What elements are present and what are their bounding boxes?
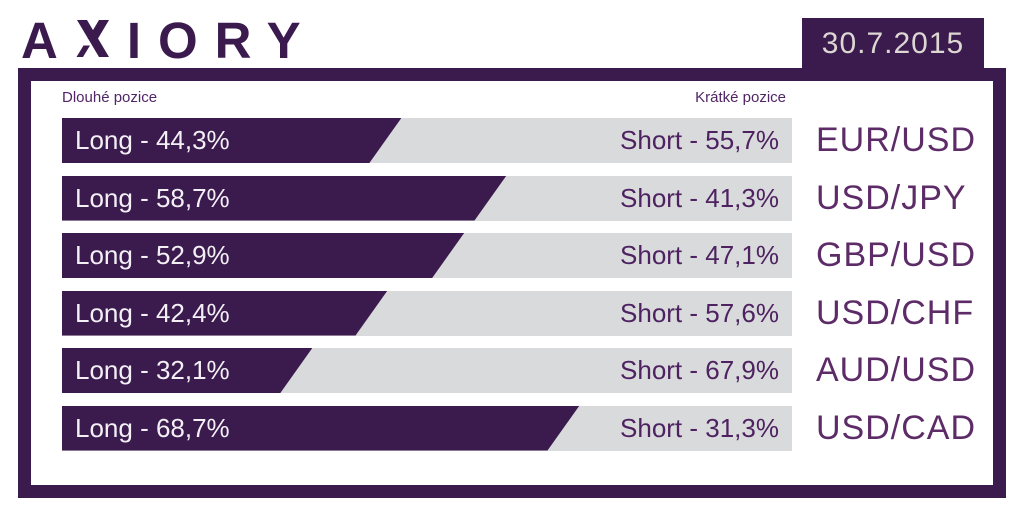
sentiment-bar: Long - 58,7% Short - 41,3% [62,175,792,221]
logo-letters-iory: IORY [126,12,318,69]
currency-row: Long - 68,7% Short - 31,3% USD/CAD [62,405,993,451]
currency-row: Long - 32,1% Short - 67,9% AUD/USD [62,348,993,393]
positions-panel: Dlouhé pozice Krátké pozice Long - 44,3%… [18,68,1006,498]
currency-row: Long - 42,4% Short - 57,6% USD/CHF [62,290,993,336]
pair-label: USD/CAD [816,408,977,447]
short-label: Short - 47,1% [620,240,779,270]
long-label: Long - 68,7% [75,412,230,443]
axiory-logo: A IORY [21,12,318,69]
long-bar-segment: Long - 68,7% [62,406,580,451]
long-label: Long - 52,9% [75,240,230,270]
pair-label: EUR/USD [816,121,977,159]
long-bar-segment: Long - 58,7% [62,176,507,221]
sentiment-bar: Long - 32,1% Short - 67,9% [62,348,792,393]
short-column-header: Krátké pozice [695,89,786,106]
sentiment-bar: Long - 52,9% Short - 47,1% [62,233,792,278]
logo-x-icon [76,20,109,57]
pair-label: AUD/USD [816,351,977,389]
short-label: Short - 55,7% [620,125,779,155]
long-label: Long - 58,7% [75,182,230,213]
pair-label: USD/JPY [816,178,967,217]
short-label: Short - 41,3% [620,182,779,213]
currency-row: Long - 44,3% Short - 55,7% EUR/USD [62,118,993,163]
currency-row: Long - 52,9% Short - 47,1% GBP/USD [62,233,993,278]
column-headers: Dlouhé pozice Krátké pozice [62,89,792,107]
logo-letter-a: A [21,12,75,69]
long-bar-segment: Long - 32,1% [62,348,312,393]
pair-label: USD/CHF [816,293,975,332]
sentiment-bars: Long - 44,3% Short - 55,7% EUR/USD Long … [62,118,993,451]
currency-row: Long - 58,7% Short - 41,3% USD/JPY [62,175,993,221]
long-label: Long - 42,4% [75,297,230,328]
short-label: Short - 57,6% [620,297,779,328]
long-bar-segment: Long - 44,3% [62,118,401,163]
sentiment-bar: Long - 42,4% Short - 57,6% [62,290,792,336]
long-bar-segment: Long - 52,9% [62,233,464,278]
long-label: Long - 32,1% [75,355,230,385]
short-label: Short - 67,9% [620,355,779,385]
long-label: Long - 44,3% [75,125,230,155]
sentiment-bar: Long - 68,7% Short - 31,3% [62,405,792,451]
pair-label: GBP/USD [816,236,977,274]
long-bar-segment: Long - 42,4% [62,291,388,336]
sentiment-bar: Long - 44,3% Short - 55,7% [62,118,792,163]
short-label: Short - 31,3% [620,412,779,443]
long-column-header: Dlouhé pozice [62,89,158,106]
